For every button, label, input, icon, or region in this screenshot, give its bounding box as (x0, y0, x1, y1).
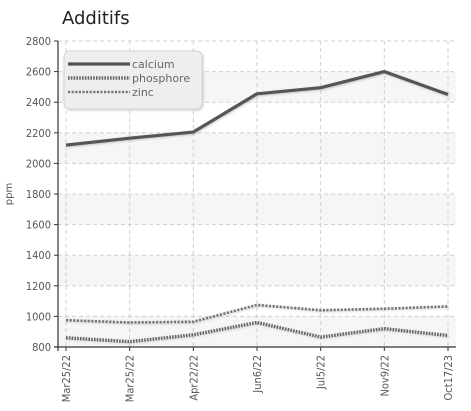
x-tick-label: Apr22/22 (187, 355, 200, 401)
x-tick-label: Jun6/22 (251, 355, 264, 394)
y-tick-label: 2200 (26, 127, 51, 140)
legend-label-calcium: calcium (132, 58, 175, 71)
y-tick-label: 1800 (26, 188, 51, 201)
y-tick-label: 800 (32, 341, 51, 354)
y-tick-label: 1400 (26, 249, 51, 262)
series-lines (65, 69, 449, 344)
chart-title: Additifs (62, 8, 130, 29)
y-tick-label: 2600 (26, 66, 51, 79)
y-tick-label: 2800 (26, 35, 51, 48)
y-tick-labels: 800 1000 1200 1400 1600 1800 2000 2200 2400 2600 2… (26, 35, 51, 354)
x-tick-label: Oct17/23 (442, 355, 455, 401)
y-tick-label: 1600 (26, 219, 51, 232)
x-tick-labels: Mar25/22 Mar25/22 Apr22/22 Jun6/22 Jul5/22 No… (60, 355, 455, 402)
y-tick-label: 1200 (26, 280, 51, 293)
x-tick-label: Mar25/22 (60, 355, 73, 402)
legend-label-zinc: zinc (132, 86, 154, 99)
series-line-calcium (65, 69, 449, 147)
y-tick-label: 2400 (26, 96, 51, 109)
legend-label-phosphore: phosphore (132, 72, 190, 85)
y-axis-label: ppm (4, 183, 15, 205)
y-tick-label: 1000 (26, 310, 51, 323)
series-line-phosphore (65, 320, 449, 344)
series-line-zinc (65, 303, 449, 324)
x-tick-label: Jul5/22 (315, 355, 328, 390)
axes (54, 40, 456, 351)
x-tick-label: Mar25/22 (124, 355, 137, 402)
x-tick-label: Nov9/22 (378, 355, 391, 397)
y-tick-label: 2000 (26, 157, 51, 170)
